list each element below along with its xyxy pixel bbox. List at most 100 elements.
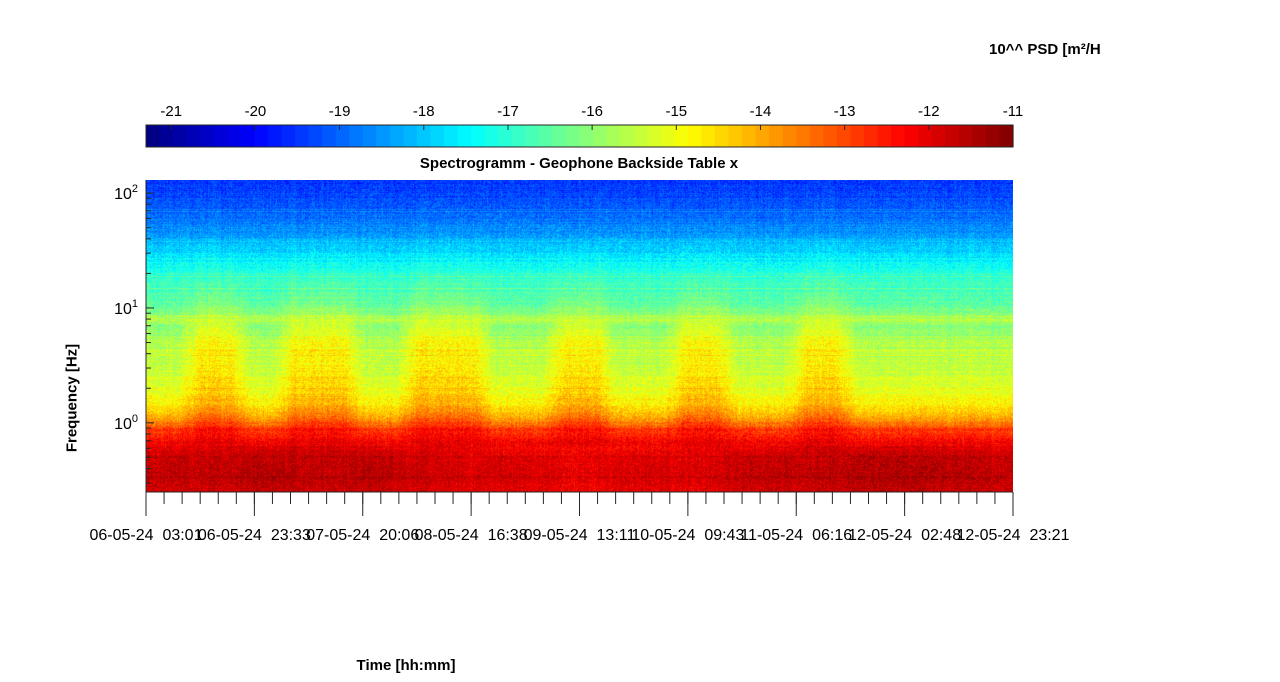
x-tick-label: 12-05-24 02:48 (848, 527, 961, 544)
colorbar-step (633, 125, 648, 147)
colorbar-step (945, 125, 960, 147)
y-tick-label: 100 (114, 413, 138, 433)
colorbar-step (620, 125, 635, 147)
colorbar-step (376, 125, 391, 147)
colorbar-step (240, 125, 255, 147)
colorbar-step (403, 125, 418, 147)
colorbar-frame (145, 124, 1014, 148)
colorbar-step (728, 125, 743, 147)
colorbar-step (850, 125, 865, 147)
spectrogram-heatmap (146, 180, 1013, 492)
colorbar-step (836, 125, 852, 147)
x-tick-label: 06-05-24 03:01 (90, 527, 203, 544)
colorbar-step (931, 125, 946, 147)
colorbar-step (877, 125, 892, 147)
y-tick-label: 102 (114, 183, 138, 203)
y-tick-label-exponent: 2 (132, 183, 138, 195)
colorbar-step (593, 125, 608, 147)
y-axis-label: Frequency [Hz] (63, 343, 81, 453)
colorbar-step (335, 125, 350, 147)
colorbar-step (606, 125, 621, 147)
y-tick-label-exponent: 1 (132, 298, 138, 310)
colorbar-step (295, 125, 310, 147)
colorbar-step (322, 125, 337, 147)
colorbar-step (389, 125, 404, 147)
y-tick-label: 101 (114, 298, 138, 318)
colorbar-step (430, 125, 445, 147)
colorbar-step (579, 125, 594, 147)
colorbar-step (647, 125, 662, 147)
x-tick-label: 08-05-24 16:38 (415, 527, 528, 544)
colorbar-tick-label: -20 (245, 103, 267, 120)
colorbar-step (457, 125, 472, 147)
colorbar-step (146, 125, 161, 147)
x-tick-label: 07-05-24 20:06 (306, 527, 419, 544)
colorbar-step (972, 125, 987, 147)
colorbar-step (511, 125, 526, 147)
x-tick-label: 10-05-24 09:43 (631, 527, 744, 544)
y-tick-label-exponent: 0 (132, 413, 138, 425)
colorbar-step (674, 125, 689, 147)
colorbar-step (173, 125, 188, 147)
colorbar-step (308, 125, 323, 147)
colorbar-tick-label: -21 (160, 103, 182, 120)
colorbar-step (755, 125, 770, 147)
colorbar-step (484, 125, 499, 147)
colorbar-step (782, 125, 797, 147)
colorbar-step (701, 125, 716, 147)
colorbar-step (714, 125, 730, 147)
colorbar-step (918, 125, 933, 147)
colorbar-step (254, 125, 269, 147)
colorbar-step (809, 125, 824, 147)
colorbar-step (213, 125, 228, 147)
colorbar-tick-label: -14 (750, 103, 772, 120)
colorbar-tick-label: -12 (918, 103, 940, 120)
colorbar-tick-label: -15 (665, 103, 687, 120)
colorbar-step (200, 125, 215, 147)
colorbar-step (552, 125, 567, 147)
y-tick-label-base: 10 (114, 186, 132, 203)
x-tick-label: 12-05-24 23:21 (957, 527, 1070, 544)
colorbar-tick-label: -18 (413, 103, 435, 120)
chart-title: Spectrogramm - Geophone Backside Table x (419, 155, 739, 172)
y-tick-label-base: 10 (114, 301, 132, 318)
colorbar-step (186, 125, 201, 147)
colorbar-step (863, 125, 879, 147)
colorbar-step (471, 125, 486, 147)
colorbar-step (444, 125, 459, 147)
colorbar-step (227, 125, 242, 147)
colorbar-tick-label: -16 (581, 103, 603, 120)
colorbar-step (538, 125, 554, 147)
x-tick-label: 09-05-24 13:11 (524, 527, 636, 544)
colorbar-step (769, 125, 784, 147)
colorbar-step (565, 125, 581, 147)
colorbar-step (498, 125, 513, 147)
x-axis-label: Time [hh:mm] (356, 657, 456, 674)
colorbar-step (823, 125, 838, 147)
colorbar-step (159, 125, 174, 147)
colorbar-step (796, 125, 811, 147)
colorbar-step (416, 125, 432, 147)
colorbar-tick-label: -17 (497, 103, 519, 120)
colorbar-step (525, 125, 540, 147)
colorbar-tick-label: -11 (1003, 103, 1024, 120)
colorbar-step (742, 125, 757, 147)
colorbar-step (891, 125, 906, 147)
colorbar-step (281, 125, 296, 147)
colorbar-step (904, 125, 919, 147)
colorbar-step (362, 125, 377, 147)
x-tick-label: 11-05-24 06:16 (740, 527, 852, 544)
x-tick-label: 06-05-24 23:33 (198, 527, 311, 544)
colorbar-step (999, 125, 1014, 147)
y-tick-label-base: 10 (114, 416, 132, 433)
colorbar-step (349, 125, 364, 147)
colorbar-tick-label: -19 (329, 103, 351, 120)
colorbar-step (985, 125, 1001, 147)
colorbar-tick-label: -13 (834, 103, 856, 120)
colorbar-step (958, 125, 973, 147)
colorbar-title: 10^^ PSD [m²/H (989, 41, 1101, 58)
colorbar-step (660, 125, 675, 147)
colorbar-step (267, 125, 283, 147)
